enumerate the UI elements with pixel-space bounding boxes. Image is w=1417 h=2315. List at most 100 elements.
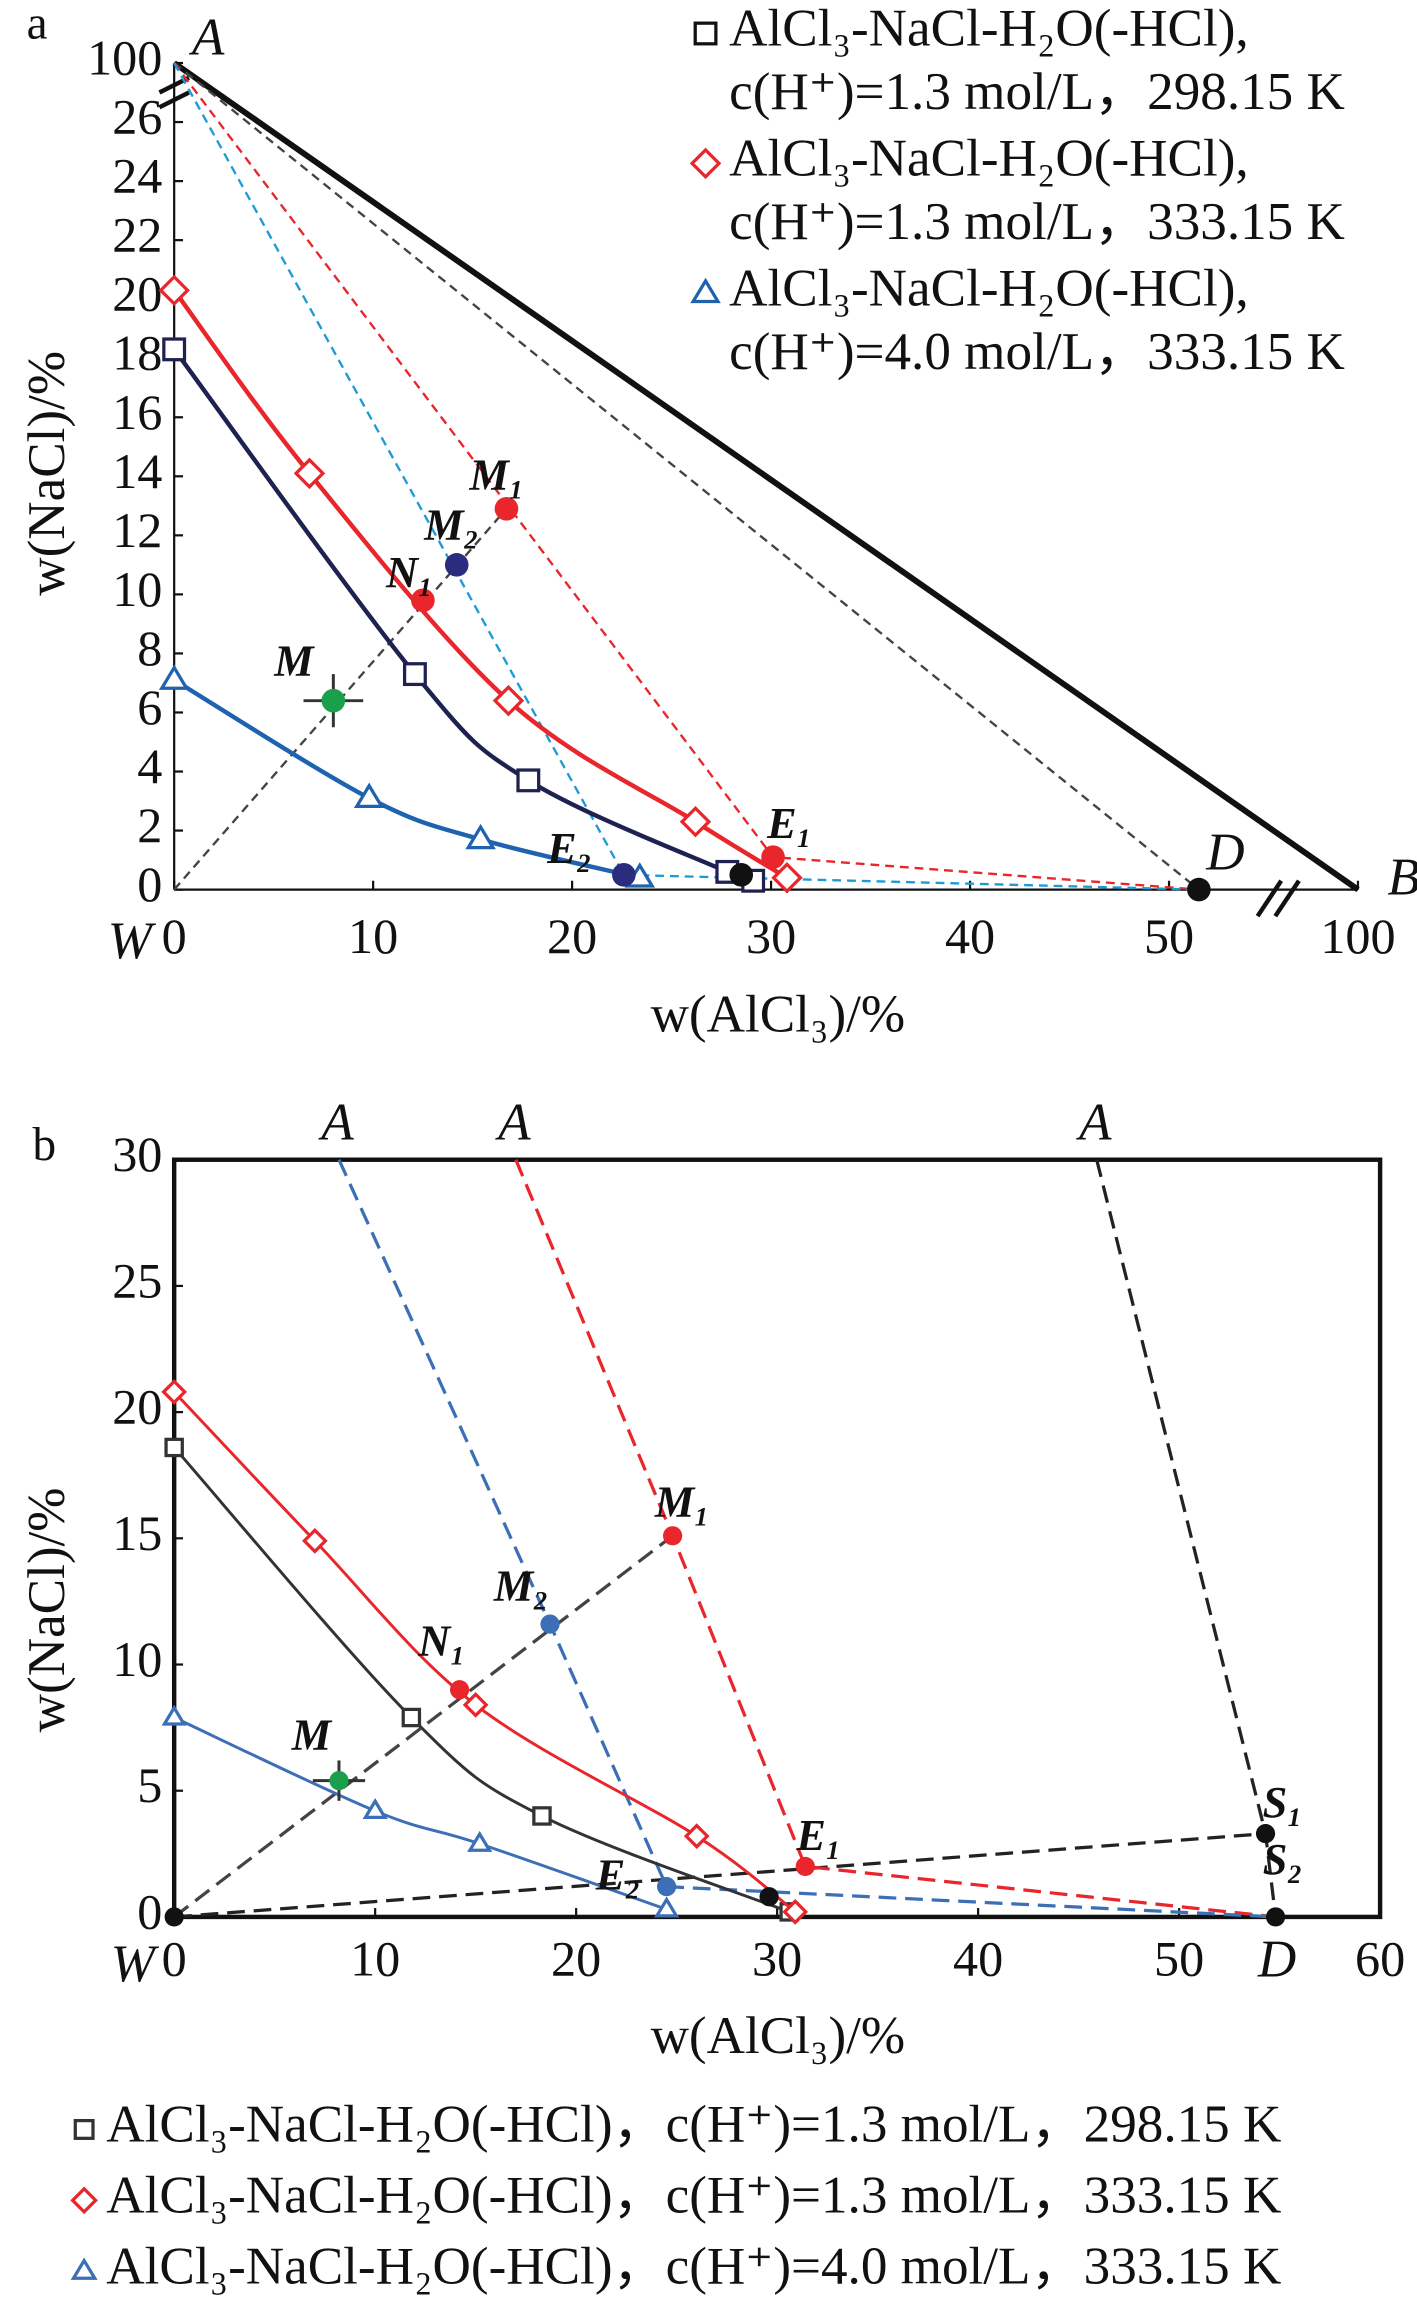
point-label: S₂ bbox=[1263, 1835, 1303, 1884]
y-tick-label: 24 bbox=[112, 148, 162, 204]
legend-text: c(H⁺)=4.0 mol/L，333.15 K bbox=[666, 2237, 1282, 2295]
y-tick-label: 30 bbox=[112, 1126, 162, 1182]
marker-diamond bbox=[302, 1527, 328, 1554]
y-tick-label: 14 bbox=[112, 443, 162, 499]
point-label: N₁ bbox=[385, 548, 433, 597]
point-label: E₂ bbox=[546, 824, 592, 873]
x-tick-label: 50 bbox=[1144, 908, 1194, 964]
point-label: M₂ bbox=[493, 1561, 549, 1610]
marker-diamond bbox=[771, 862, 803, 894]
point-marker bbox=[612, 863, 636, 887]
marker-square bbox=[164, 1437, 184, 1458]
y-axis-label: w(NaCl)/% bbox=[18, 1487, 76, 1732]
marker-triangle bbox=[467, 1830, 493, 1852]
point-label: M₁ bbox=[469, 450, 525, 499]
point-marker bbox=[444, 553, 469, 577]
guide-line bbox=[337, 1159, 1276, 1919]
series-curve bbox=[173, 678, 641, 880]
guide-line bbox=[174, 1832, 1266, 1919]
legend-marker bbox=[70, 2257, 98, 2280]
x-axis-label: w(AlCl₃)/% bbox=[651, 986, 906, 1044]
point-label: M₂ bbox=[423, 501, 479, 550]
y-tick-label: 15 bbox=[112, 1505, 162, 1561]
point-marker bbox=[494, 496, 519, 521]
x-tick-label: 30 bbox=[752, 1931, 802, 1987]
marker-square bbox=[516, 768, 541, 793]
y-tick-label: 8 bbox=[137, 620, 162, 676]
legend-marker bbox=[690, 277, 721, 304]
point-label: W bbox=[111, 1935, 160, 1993]
point-label: E₁ bbox=[766, 799, 812, 848]
marker-square bbox=[532, 1806, 552, 1826]
guide-line bbox=[172, 60, 1360, 893]
x-tick-label: 40 bbox=[945, 908, 995, 964]
point-marker bbox=[321, 688, 346, 713]
y-tick-label: 0 bbox=[137, 1883, 162, 1939]
legend-text: c(H⁺)=1.3 mol/L，333.15 K bbox=[729, 193, 1345, 251]
point-label: M₁ bbox=[654, 1477, 710, 1526]
point-marker bbox=[1265, 1907, 1286, 1927]
point-label: D bbox=[1257, 1930, 1296, 1988]
legend-marker bbox=[73, 2118, 95, 2140]
legend-marker bbox=[70, 2186, 98, 2215]
point-label: D bbox=[1205, 823, 1244, 881]
marker-square bbox=[162, 337, 187, 362]
legend-text: c(H⁺)=1.3 mol/L，298.15 K bbox=[729, 63, 1345, 121]
y-tick-label: 6 bbox=[137, 679, 162, 735]
marker-square bbox=[401, 1707, 422, 1728]
series-curve bbox=[173, 1716, 668, 1911]
x-tick-label: 30 bbox=[746, 908, 796, 964]
y-axis-label: w(NaCl)/% bbox=[18, 351, 76, 596]
y-tick-label: 10 bbox=[112, 1631, 162, 1687]
point-marker bbox=[1255, 1824, 1276, 1844]
point-marker bbox=[1187, 877, 1211, 902]
marker-diamond bbox=[679, 805, 712, 838]
legend-text: c(H⁺)=4.0 mol/L，333.15 K bbox=[729, 323, 1345, 381]
y-tick-label: 20 bbox=[112, 266, 162, 322]
y-tick-label: 10 bbox=[112, 561, 162, 617]
point-marker bbox=[656, 1877, 677, 1897]
y-tick-label: 100 bbox=[87, 30, 162, 86]
marker-triangle bbox=[465, 823, 496, 850]
x-tick-label: 10 bbox=[350, 1931, 400, 1987]
point-label: W bbox=[108, 912, 157, 970]
marker-square bbox=[402, 662, 427, 687]
point-marker bbox=[761, 845, 785, 869]
x-tick-label: 20 bbox=[551, 1931, 601, 1987]
marker-diamond bbox=[462, 1692, 489, 1718]
point-marker bbox=[759, 1887, 779, 1907]
point-marker bbox=[329, 1771, 349, 1791]
point-label: A bbox=[495, 1093, 531, 1151]
x-tick-label: 40 bbox=[953, 1931, 1003, 1987]
legend-text: AlCl₃-NaCl-H₂O(-HCl)， bbox=[106, 2096, 665, 2154]
legend-text: c(H⁺)=1.3 mol/L，298.15 K bbox=[666, 2096, 1282, 2154]
point-marker bbox=[164, 1907, 184, 1927]
marker-triangle bbox=[353, 782, 385, 808]
guide-line bbox=[514, 1159, 1276, 1919]
point-marker bbox=[411, 588, 435, 613]
point-label: E₁ bbox=[795, 1811, 841, 1860]
y-tick-label: 25 bbox=[112, 1252, 162, 1308]
y-tick-label: 16 bbox=[112, 384, 162, 440]
legend-text: AlCl₃-NaCl-H₂O(-HCl), bbox=[729, 259, 1249, 317]
marker-triangle bbox=[158, 664, 190, 690]
y-tick-label: 18 bbox=[112, 325, 162, 381]
point-label: E₂ bbox=[595, 1850, 641, 1899]
point-label: M bbox=[291, 1710, 333, 1759]
guide-line bbox=[1095, 1159, 1278, 1918]
y-tick-label: 12 bbox=[112, 502, 162, 558]
point-marker bbox=[449, 1680, 470, 1700]
point-label: S₁ bbox=[1263, 1778, 1303, 1827]
legend-text: AlCl₃-NaCl-H₂O(-HCl)， bbox=[106, 2237, 665, 2295]
point-label: B bbox=[1387, 848, 1417, 906]
y-tick-label: 2 bbox=[137, 797, 162, 853]
marker-triangle bbox=[161, 1704, 187, 1726]
legend-marker bbox=[693, 21, 718, 46]
x-tick-label: 0 bbox=[162, 908, 187, 964]
series-curve bbox=[172, 289, 789, 880]
point-label: N₁ bbox=[417, 1617, 465, 1666]
legend-text: c(H⁺)=1.3 mol/L，333.15 K bbox=[666, 2167, 1282, 2225]
x-tick-label: 10 bbox=[348, 908, 398, 964]
legend-text: AlCl₃-NaCl-H₂O(-HCl), bbox=[729, 130, 1249, 188]
